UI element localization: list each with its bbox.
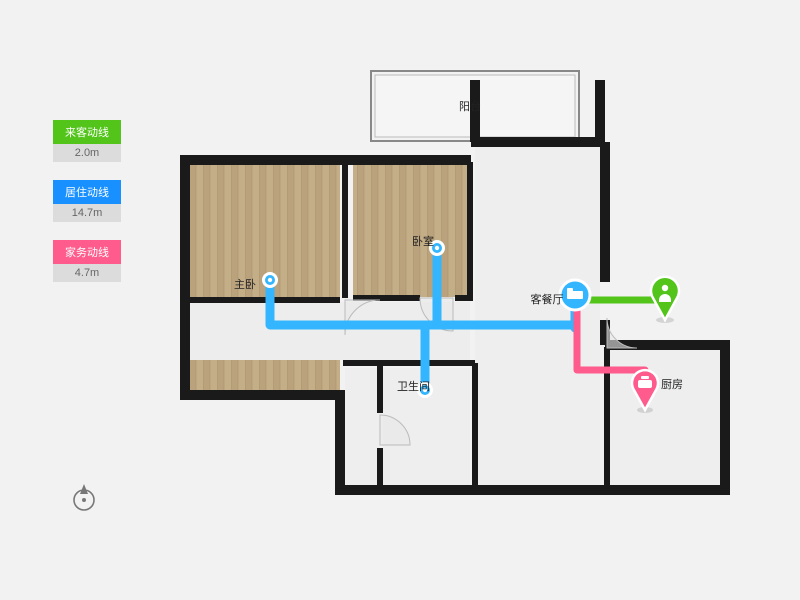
legend-label: 居住动线 xyxy=(53,180,121,204)
legend-label: 来客动线 xyxy=(53,120,121,144)
legend-item-living: 居住动线 14.7m xyxy=(53,180,121,222)
legend-value: 14.7m xyxy=(53,204,121,222)
room-hall2 xyxy=(345,368,380,485)
legend-value: 2.0m xyxy=(53,144,121,162)
marker-entry xyxy=(651,277,679,323)
marker-living xyxy=(560,280,590,310)
room-bedroom xyxy=(353,165,467,297)
legend-value: 4.7m xyxy=(53,264,121,282)
svg-text:卫生间: 卫生间 xyxy=(397,379,430,393)
compass-icon xyxy=(68,480,100,512)
legend-item-chores: 家务动线 4.7m xyxy=(53,240,121,282)
legend-label: 家务动线 xyxy=(53,240,121,264)
floorplan: 阳台 主卧 卧室 客餐厅 卫生间 厨房 xyxy=(175,70,735,520)
svg-text:卧室: 卧室 xyxy=(412,234,434,248)
legend: 来客动线 2.0m 居住动线 14.7m 家务动线 4.7m xyxy=(53,120,121,300)
svg-text:主卧: 主卧 xyxy=(234,278,256,291)
svg-text:阳台: 阳台 xyxy=(459,99,481,113)
svg-text:客餐厅: 客餐厅 xyxy=(531,292,564,306)
svg-text:厨房: 厨房 xyxy=(661,378,683,391)
legend-item-guest: 来客动线 2.0m xyxy=(53,120,121,162)
room-living xyxy=(475,147,600,485)
